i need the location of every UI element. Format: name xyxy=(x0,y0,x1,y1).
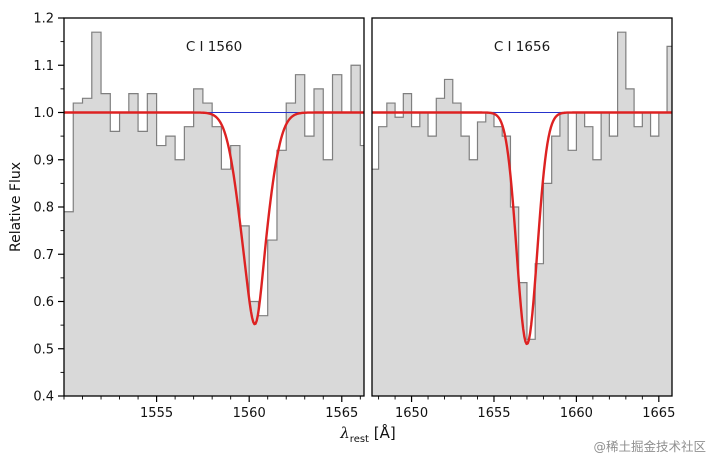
x-tick-label: 1560 xyxy=(233,406,266,421)
y-tick-label: 0.5 xyxy=(33,342,54,357)
panel-title: C I 1560 xyxy=(186,39,242,55)
x-tick-label: 1565 xyxy=(325,406,358,421)
x-tick-label: 1650 xyxy=(395,406,428,421)
y-tick-label: 1.2 xyxy=(33,12,54,27)
absorption-fit-curve xyxy=(64,111,364,326)
x-axis-label: λrest [Å] xyxy=(64,424,672,445)
panel-frame xyxy=(371,17,673,397)
watermark-text: @稀土掘金技术社区 xyxy=(593,439,706,454)
spectrum-fill xyxy=(64,32,364,396)
y-tick-label: 0.7 xyxy=(33,248,54,263)
y-tick-label: 0.8 xyxy=(33,201,54,216)
x-tick-label: 1655 xyxy=(477,406,510,421)
panel-0-data xyxy=(64,31,364,396)
panel-title: C I 1656 xyxy=(494,39,550,55)
y-tick-label: 0.9 xyxy=(33,153,54,168)
x-tick-label: 1555 xyxy=(140,406,173,421)
panel-1-data xyxy=(372,31,672,396)
x-tick-label: 1665 xyxy=(642,406,675,421)
y-axis-label: Relative Flux xyxy=(8,161,24,253)
x-axis-label-subscript: rest xyxy=(349,434,369,445)
y-tick-label: 0.4 xyxy=(33,390,54,405)
y-tick-label: 0.6 xyxy=(33,295,54,310)
x-axis-label-unit: [Å] xyxy=(368,424,396,442)
x-axis-label-lambda: λ xyxy=(340,424,350,442)
x-tick-label: 1660 xyxy=(560,406,593,421)
spectrum-fill xyxy=(372,32,672,396)
y-tick-label: 1.1 xyxy=(33,59,54,74)
y-tick-label: 1.0 xyxy=(33,106,54,121)
spectrum-histogram xyxy=(64,31,364,317)
absorption-fit-curve xyxy=(372,111,672,346)
